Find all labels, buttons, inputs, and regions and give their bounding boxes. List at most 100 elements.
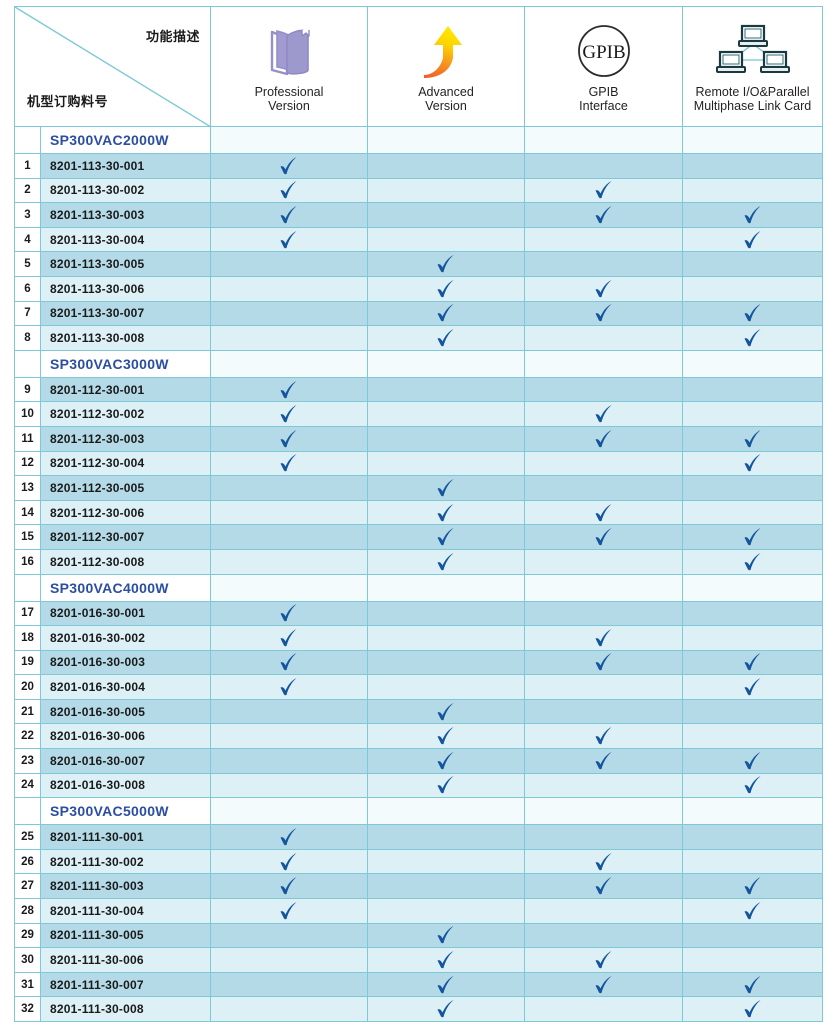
- feature-cell-remote[interactable]: [682, 251, 823, 277]
- feature-cell-professional[interactable]: [210, 723, 368, 750]
- feature-cell-gpib[interactable]: [524, 401, 683, 427]
- feature-cell-advanced[interactable]: [367, 625, 525, 651]
- table-row[interactable]: 13 8201-112-30-005: [14, 475, 823, 501]
- feature-cell-professional[interactable]: [210, 947, 368, 973]
- feature-cell-remote[interactable]: [682, 524, 823, 550]
- feature-cell-remote[interactable]: [682, 153, 823, 179]
- feature-cell-remote[interactable]: [682, 275, 823, 302]
- table-row[interactable]: 16 8201-112-30-008: [14, 548, 823, 575]
- table-row[interactable]: 3 8201-113-30-003: [14, 202, 823, 228]
- feature-cell-advanced[interactable]: [367, 996, 525, 1022]
- table-row[interactable]: 17 8201-016-30-001: [14, 600, 823, 627]
- feature-cell-advanced[interactable]: [367, 177, 525, 204]
- feature-cell-remote[interactable]: [682, 971, 823, 998]
- feature-cell-gpib[interactable]: [524, 922, 683, 949]
- table-row[interactable]: 15 8201-112-30-007: [14, 524, 823, 550]
- feature-cell-gpib[interactable]: [524, 153, 683, 179]
- feature-cell-advanced[interactable]: [367, 548, 525, 575]
- feature-cell-gpib[interactable]: [524, 748, 683, 774]
- feature-cell-professional[interactable]: [210, 898, 368, 924]
- feature-cell-professional[interactable]: [210, 401, 368, 427]
- feature-cell-advanced[interactable]: [367, 226, 525, 253]
- feature-cell-professional[interactable]: [210, 376, 368, 403]
- feature-cell-advanced[interactable]: [367, 499, 525, 526]
- table-row[interactable]: 24 8201-016-30-008: [14, 772, 823, 799]
- feature-cell-professional[interactable]: [210, 548, 368, 575]
- feature-cell-advanced[interactable]: [367, 748, 525, 774]
- feature-cell-professional[interactable]: [210, 425, 368, 452]
- feature-cell-gpib[interactable]: [524, 772, 683, 799]
- table-row[interactable]: 10 8201-112-30-002: [14, 401, 823, 427]
- feature-cell-gpib[interactable]: [524, 275, 683, 302]
- feature-cell-advanced[interactable]: [367, 325, 525, 351]
- feature-cell-professional[interactable]: [210, 748, 368, 774]
- feature-cell-advanced[interactable]: [367, 450, 525, 477]
- feature-cell-advanced[interactable]: [367, 824, 525, 850]
- feature-cell-remote[interactable]: [682, 898, 823, 924]
- feature-cell-remote[interactable]: [682, 325, 823, 351]
- feature-cell-gpib[interactable]: [524, 325, 683, 351]
- table-row[interactable]: 20 8201-016-30-004: [14, 674, 823, 700]
- feature-cell-gpib[interactable]: [524, 499, 683, 526]
- feature-cell-advanced[interactable]: [367, 649, 525, 676]
- feature-cell-advanced[interactable]: [367, 300, 525, 327]
- table-row[interactable]: 14 8201-112-30-006: [14, 499, 823, 526]
- table-row[interactable]: 29 8201-111-30-005: [14, 922, 823, 949]
- feature-cell-remote[interactable]: [682, 947, 823, 973]
- table-row[interactable]: 27 8201-111-30-003: [14, 873, 823, 900]
- feature-cell-professional[interactable]: [210, 524, 368, 550]
- feature-cell-remote[interactable]: [682, 475, 823, 501]
- table-row[interactable]: 5 8201-113-30-005: [14, 251, 823, 277]
- feature-cell-advanced[interactable]: [367, 251, 525, 277]
- feature-cell-professional[interactable]: [210, 824, 368, 850]
- feature-cell-advanced[interactable]: [367, 475, 525, 501]
- feature-cell-professional[interactable]: [210, 325, 368, 351]
- feature-cell-professional[interactable]: [210, 848, 368, 875]
- feature-cell-remote[interactable]: [682, 922, 823, 949]
- feature-cell-advanced[interactable]: [367, 772, 525, 799]
- feature-cell-advanced[interactable]: [367, 674, 525, 700]
- feature-cell-gpib[interactable]: [524, 475, 683, 501]
- feature-cell-advanced[interactable]: [367, 425, 525, 452]
- feature-cell-remote[interactable]: [682, 450, 823, 477]
- feature-cell-remote[interactable]: [682, 226, 823, 253]
- feature-cell-remote[interactable]: [682, 401, 823, 427]
- feature-cell-professional[interactable]: [210, 600, 368, 627]
- feature-cell-remote[interactable]: [682, 376, 823, 403]
- feature-cell-professional[interactable]: [210, 971, 368, 998]
- feature-cell-remote[interactable]: [682, 824, 823, 850]
- feature-cell-professional[interactable]: [210, 873, 368, 900]
- feature-cell-advanced[interactable]: [367, 401, 525, 427]
- feature-cell-gpib[interactable]: [524, 425, 683, 452]
- feature-cell-advanced[interactable]: [367, 524, 525, 550]
- feature-cell-remote[interactable]: [682, 748, 823, 774]
- feature-cell-gpib[interactable]: [524, 625, 683, 651]
- feature-cell-advanced[interactable]: [367, 848, 525, 875]
- feature-cell-remote[interactable]: [682, 674, 823, 700]
- table-row[interactable]: 4 8201-113-30-004: [14, 226, 823, 253]
- feature-cell-advanced[interactable]: [367, 947, 525, 973]
- feature-cell-advanced[interactable]: [367, 600, 525, 627]
- feature-cell-remote[interactable]: [682, 649, 823, 676]
- feature-cell-gpib[interactable]: [524, 450, 683, 477]
- feature-cell-gpib[interactable]: [524, 873, 683, 900]
- feature-cell-advanced[interactable]: [367, 971, 525, 998]
- table-row[interactable]: 12 8201-112-30-004: [14, 450, 823, 477]
- feature-cell-gpib[interactable]: [524, 947, 683, 973]
- feature-cell-gpib[interactable]: [524, 600, 683, 627]
- feature-cell-professional[interactable]: [210, 153, 368, 179]
- feature-cell-remote[interactable]: [682, 873, 823, 900]
- table-row[interactable]: 21 8201-016-30-005: [14, 698, 823, 725]
- feature-cell-professional[interactable]: [210, 202, 368, 228]
- feature-cell-remote[interactable]: [682, 548, 823, 575]
- table-row[interactable]: 28 8201-111-30-004: [14, 898, 823, 924]
- table-row[interactable]: 11 8201-112-30-003: [14, 425, 823, 452]
- table-row[interactable]: 22 8201-016-30-006: [14, 723, 823, 750]
- feature-cell-remote[interactable]: [682, 723, 823, 750]
- feature-cell-remote[interactable]: [682, 996, 823, 1022]
- feature-cell-professional[interactable]: [210, 226, 368, 253]
- table-row[interactable]: 25 8201-111-30-001: [14, 824, 823, 850]
- table-row[interactable]: 26 8201-111-30-002: [14, 848, 823, 875]
- table-row[interactable]: 2 8201-113-30-002: [14, 177, 823, 204]
- feature-cell-gpib[interactable]: [524, 824, 683, 850]
